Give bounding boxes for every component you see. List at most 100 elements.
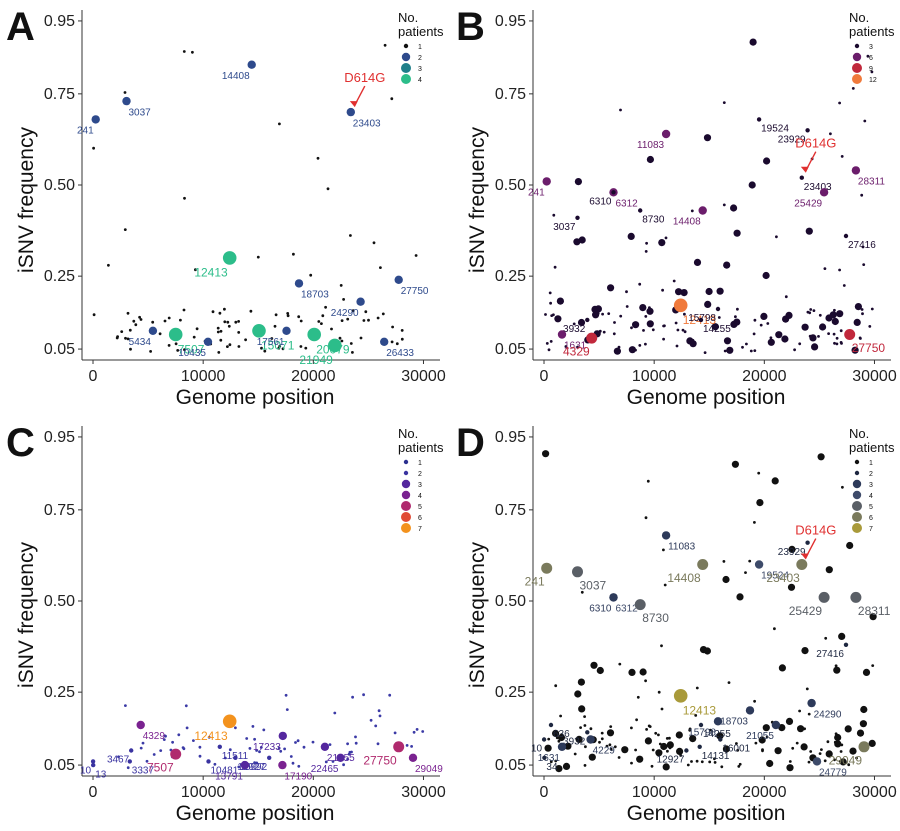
- data-point: [858, 741, 870, 753]
- point-label: 3337: [132, 766, 155, 777]
- data-point: [206, 759, 211, 764]
- background-point: [351, 309, 355, 313]
- background-point: [198, 754, 202, 758]
- legend-swatch: [401, 74, 411, 84]
- legend: No.patients 1 2 3 4 5 6 7: [849, 426, 895, 533]
- background-point: [598, 740, 601, 744]
- data-point: [247, 60, 256, 69]
- data-point: [294, 279, 304, 288]
- background-point: [839, 750, 843, 753]
- data-point: [328, 338, 342, 353]
- background-point: [690, 760, 693, 763]
- background-point: [182, 308, 186, 312]
- x-tick-label: 10000: [632, 368, 677, 385]
- y-tick-label: 0.50: [495, 177, 526, 194]
- data-point: [684, 748, 689, 753]
- background-point: [617, 756, 621, 759]
- background-point: [841, 485, 844, 489]
- background-point: [218, 311, 222, 315]
- background-point: [675, 344, 679, 348]
- background-point: [798, 342, 802, 346]
- background-point: [672, 279, 676, 283]
- data-point: [638, 208, 643, 213]
- panel-letter-b: B: [456, 5, 485, 49]
- background-point: [304, 346, 308, 350]
- background-point: [547, 737, 551, 741]
- background-point: [638, 344, 642, 347]
- background-point: [177, 733, 181, 737]
- background-point: [722, 745, 731, 753]
- background-point: [662, 763, 670, 771]
- point-label: 15798: [688, 728, 716, 739]
- data-point: [572, 566, 583, 578]
- background-point: [646, 479, 650, 483]
- x-tick-label: 30000: [852, 784, 897, 801]
- point-label: 15992: [239, 762, 267, 773]
- background-point: [767, 338, 775, 346]
- background-point: [716, 732, 724, 740]
- background-point: [311, 740, 315, 744]
- background-point: [552, 729, 560, 738]
- point-label: 27416: [848, 240, 876, 251]
- data-point: [661, 129, 671, 139]
- panel-letter-d: D: [456, 421, 485, 465]
- legend-label: 3: [418, 482, 422, 489]
- legend-swatch: [854, 470, 860, 476]
- background-point: [730, 320, 738, 328]
- point-label: 23403: [353, 118, 381, 129]
- data-point: [282, 326, 291, 335]
- background-point: [324, 760, 328, 764]
- background-point: [716, 287, 724, 295]
- background-point: [123, 91, 127, 94]
- background-point: [733, 229, 741, 237]
- point-label: 13791: [215, 771, 243, 782]
- background-point: [644, 516, 648, 520]
- point-label: 10: [80, 766, 92, 777]
- background-point: [668, 736, 671, 740]
- background-point: [601, 312, 604, 316]
- background-point: [795, 741, 799, 745]
- background-point: [648, 725, 652, 728]
- y-axis-label: iSNV frequency: [15, 127, 38, 273]
- point-label: 3037: [553, 222, 576, 233]
- background-point: [801, 323, 809, 331]
- background-point: [557, 733, 566, 742]
- background-point: [663, 583, 667, 587]
- background-point: [834, 664, 838, 668]
- point-label: 17561: [257, 337, 285, 348]
- background-point: [630, 726, 633, 730]
- background-point: [646, 307, 654, 315]
- background-point: [827, 332, 830, 335]
- panel-b: B iSNV frequency Genome position 0.05 0.2…: [456, 5, 897, 409]
- background-point: [376, 742, 380, 746]
- background-point: [809, 750, 813, 753]
- background-point: [171, 740, 175, 744]
- point-label: 5434: [129, 337, 152, 348]
- background-point: [756, 499, 764, 507]
- background-point: [330, 327, 333, 331]
- legend-swatch: [852, 490, 862, 500]
- background-point: [552, 213, 556, 217]
- y-tick-label: 0.05: [44, 341, 75, 358]
- background-point: [342, 298, 345, 301]
- background-point: [580, 590, 584, 594]
- background-point: [646, 155, 655, 164]
- y-tick-label: 0.75: [495, 502, 526, 519]
- background-point: [149, 350, 153, 353]
- background-point: [749, 38, 757, 46]
- panel-letter-c: C: [6, 421, 35, 465]
- background-point: [820, 748, 823, 751]
- background-point: [752, 332, 756, 336]
- background-point: [400, 337, 404, 341]
- data-point: [609, 593, 618, 602]
- background-point: [644, 679, 647, 683]
- background-point: [662, 324, 665, 328]
- background-point: [619, 108, 622, 112]
- background-point: [650, 764, 654, 768]
- background-point: [805, 227, 813, 235]
- data-point: [586, 332, 598, 344]
- background-point: [216, 326, 220, 330]
- data-point: [796, 559, 808, 570]
- background-point: [578, 705, 586, 713]
